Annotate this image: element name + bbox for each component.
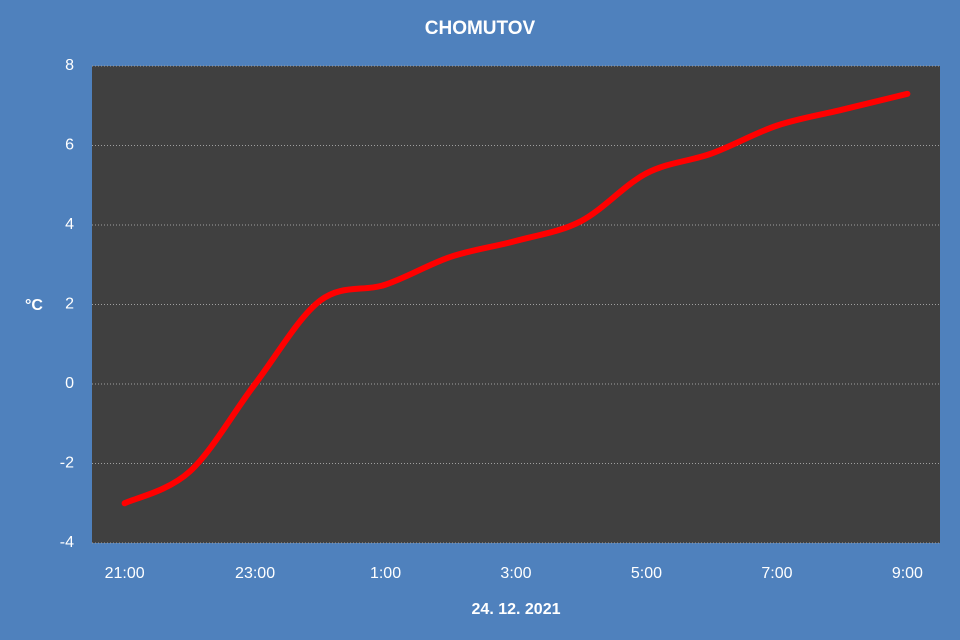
x-tick-label: 9:00 bbox=[892, 565, 923, 582]
y-tick-label: -4 bbox=[60, 534, 74, 551]
y-tick-label: 8 bbox=[65, 57, 74, 74]
x-axis-label: 24. 12. 2021 bbox=[472, 601, 561, 618]
x-tick-label: 7:00 bbox=[761, 565, 792, 582]
x-tick-label: 1:00 bbox=[370, 565, 401, 582]
y-tick-label: 6 bbox=[65, 137, 74, 154]
x-tick-label: 21:00 bbox=[105, 565, 145, 582]
x-tick-label: 23:00 bbox=[235, 565, 275, 582]
chart-title: CHOMUTOV bbox=[425, 18, 536, 39]
y-tick-label: 4 bbox=[65, 216, 74, 233]
y-tick-label: 0 bbox=[65, 375, 74, 392]
y-axis-label: °C bbox=[25, 297, 43, 314]
x-tick-label: 3:00 bbox=[500, 565, 531, 582]
y-tick-label: -2 bbox=[60, 455, 74, 472]
y-tick-label: 2 bbox=[65, 296, 74, 313]
data-line bbox=[121, 90, 911, 507]
x-tick-label: 5:00 bbox=[631, 565, 662, 582]
